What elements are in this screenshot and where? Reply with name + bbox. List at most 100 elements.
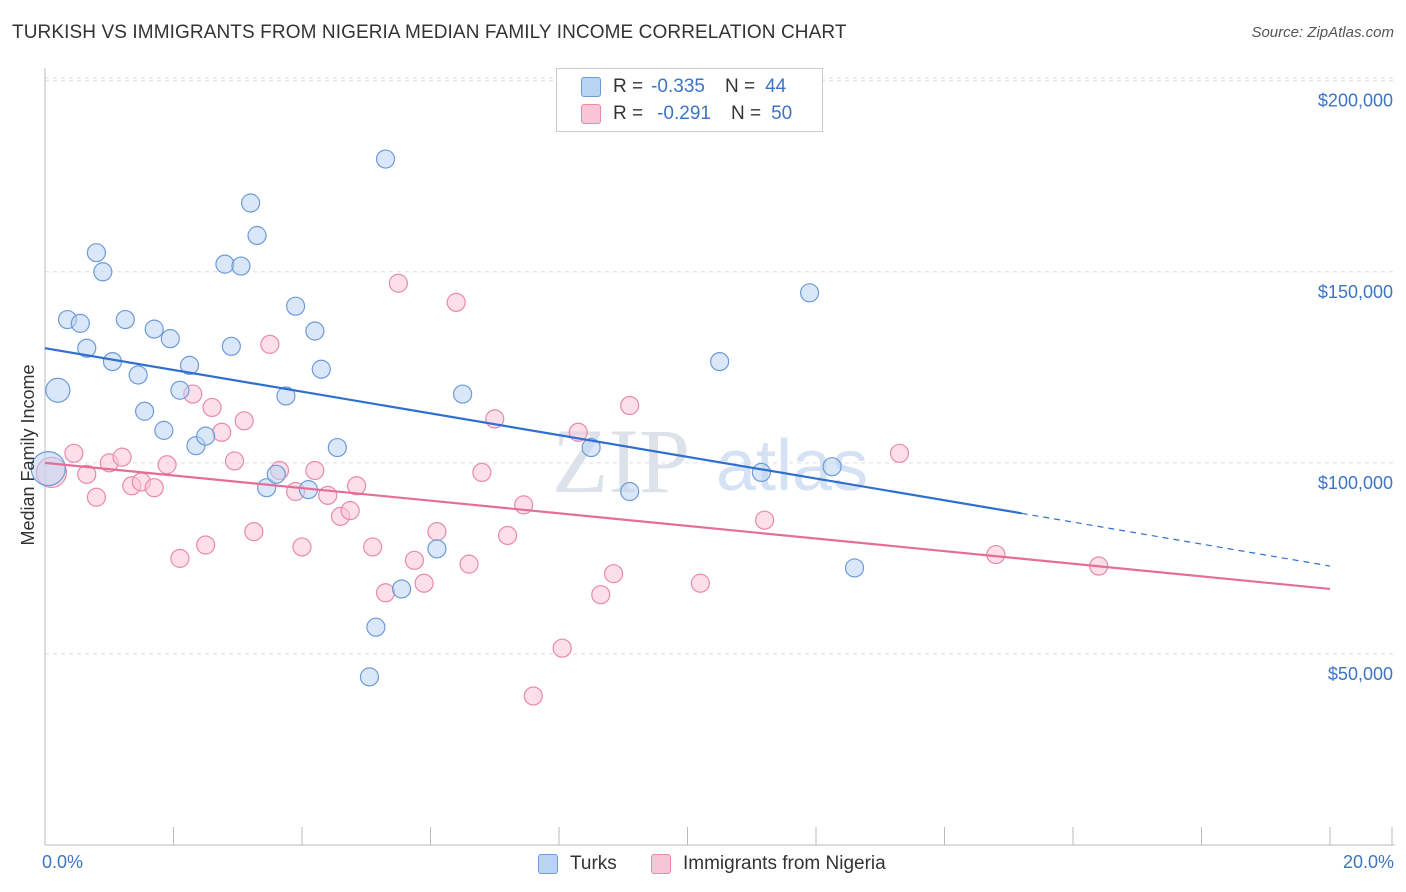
- turks-point: [154, 420, 174, 440]
- nigeria-point: [472, 462, 492, 483]
- legend-nigeria-n-label: N =: [730, 103, 762, 124]
- bottom-legend-swatch-turks: [538, 854, 558, 874]
- nigeria-point: [212, 422, 232, 442]
- turks-point: [366, 617, 386, 637]
- turks-point: [581, 437, 601, 458]
- y-tick-label: $50,000: [1328, 664, 1393, 684]
- turks-point: [30, 450, 66, 487]
- nigeria-point: [552, 638, 572, 658]
- legend-swatch-turks: [581, 77, 601, 97]
- x-axis-min-label: 0.0%: [42, 852, 84, 872]
- nigeria-point: [363, 537, 383, 557]
- legend-turks-n-label: N =: [724, 76, 756, 97]
- turks-point: [710, 351, 730, 372]
- y-tick-label: $100,000: [1318, 473, 1393, 493]
- nigeria-point: [446, 292, 466, 312]
- turks-point: [86, 243, 107, 263]
- turks-point: [196, 426, 216, 446]
- turks-point: [266, 464, 286, 484]
- bottom-legend-turks: Turks: [538, 851, 617, 877]
- nigeria-point: [260, 334, 280, 354]
- nigeria-point: [498, 525, 518, 546]
- turks-point: [285, 296, 306, 316]
- bottom-legend-turks-label: Turks: [570, 853, 617, 874]
- turks-point: [160, 329, 180, 349]
- legend-turks-r-value: -0.335: [651, 76, 705, 97]
- turks-point: [305, 321, 325, 341]
- nigeria-point: [388, 273, 408, 293]
- turks-point: [241, 193, 261, 213]
- legend: R = -0.335 N = 44 R = -0.291 N = 50: [556, 68, 823, 132]
- x-axis-max-label: 20.0%: [1342, 852, 1394, 872]
- legend-nigeria-r-label: R =: [613, 103, 644, 124]
- turks-point: [128, 365, 148, 385]
- turks-point: [77, 338, 97, 358]
- nigeria-point: [86, 487, 107, 507]
- nigeria-point: [196, 535, 216, 555]
- bottom-legend-nigeria: Immigrants from Nigeria: [651, 851, 886, 877]
- nigeria-point: [305, 460, 325, 481]
- legend-row-nigeria: R = -0.291 N = 50: [557, 100, 792, 128]
- nigeria-point: [64, 443, 84, 463]
- turks-point: [311, 359, 331, 379]
- nigeria-point: [604, 564, 624, 584]
- nigeria-point: [244, 522, 264, 542]
- nigeria-point: [404, 550, 425, 570]
- nigeria-point: [170, 548, 190, 568]
- turks-point: [93, 262, 113, 282]
- bottom-legend-nigeria-label: Immigrants from Nigeria: [683, 853, 886, 874]
- trend-lines: [44, 347, 1331, 591]
- nigeria-point: [889, 443, 910, 463]
- nigeria-point: [414, 573, 434, 593]
- turks-point: [844, 558, 865, 578]
- turks-point: [247, 225, 267, 246]
- y-tick-label: $200,000: [1318, 91, 1393, 111]
- turks-point: [144, 319, 164, 339]
- turks-point: [751, 462, 771, 483]
- legend-nigeria-n-value: 50: [771, 103, 793, 124]
- turks-trend-line: [44, 347, 1022, 515]
- turks-point: [327, 437, 347, 458]
- turks-point: [215, 254, 235, 274]
- nigeria-point: [375, 583, 396, 603]
- nigeria-point: [340, 501, 360, 521]
- nigeria-point: [234, 411, 254, 431]
- chart-title: TURKISH VS IMMIGRANTS FROM NIGERIA MEDIA…: [12, 22, 847, 43]
- source-label: Source: ZipAtlas.com: [1251, 24, 1394, 41]
- turks-point: [391, 579, 412, 599]
- nigeria-point: [591, 585, 611, 605]
- turks-point: [822, 457, 842, 477]
- nigeria-point: [77, 464, 97, 484]
- turks-point: [45, 377, 71, 403]
- nigeria-point: [224, 451, 245, 471]
- nigeria-point: [427, 522, 447, 542]
- nigeria-point: [144, 478, 164, 498]
- bottom-legend-swatch-nigeria: [651, 854, 671, 874]
- turks-point: [70, 313, 90, 333]
- nigeria-point: [459, 554, 479, 574]
- turks-point: [221, 336, 241, 356]
- turks-point: [231, 256, 251, 276]
- legend-nigeria-r-value: -0.291: [657, 103, 711, 124]
- turks-point: [115, 309, 135, 330]
- turks-trend-extension: [1021, 512, 1331, 567]
- nigeria-point: [112, 447, 132, 467]
- turks-point: [134, 401, 155, 421]
- nigeria-point: [292, 537, 312, 557]
- nigeria-point: [523, 686, 543, 706]
- nigeria-point: [202, 397, 222, 418]
- turks-point: [179, 355, 200, 376]
- nigeria-point: [157, 455, 177, 475]
- turks-point: [276, 386, 296, 406]
- axes: [44, 68, 1395, 846]
- legend-row-turks: R = -0.335 N = 44: [557, 73, 786, 101]
- y-tick-label: $150,000: [1318, 282, 1393, 302]
- nigeria-point: [620, 395, 640, 416]
- turks-point: [453, 384, 473, 404]
- y-tick-labels: $50,000 $100,000 $150,000 $200,000: [1318, 91, 1393, 684]
- nigeria-trend-line: [44, 461, 1331, 591]
- nigeria-point: [690, 573, 710, 593]
- turks-point: [427, 539, 447, 559]
- turks-point: [375, 149, 396, 169]
